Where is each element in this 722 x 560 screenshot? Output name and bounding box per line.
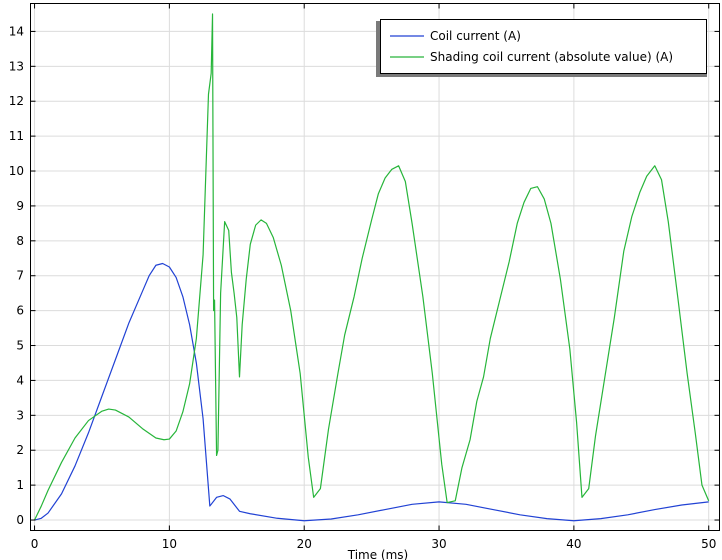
grid (30, 3, 720, 531)
y-tick-label: 2 (16, 443, 24, 457)
x-axis-title: Time (ms) (347, 548, 409, 560)
y-tick-label: 13 (9, 59, 24, 73)
plot-frame (30, 3, 720, 531)
x-tick-label: 20 (297, 537, 312, 551)
x-tick-label: 40 (566, 537, 581, 551)
y-tick-label: 3 (16, 408, 24, 422)
y-tick-label: 14 (9, 24, 24, 38)
y-tick-label: 0 (16, 513, 24, 527)
legend: Coil current (A) Shading coil current (a… (376, 19, 707, 77)
legend-label-coil-current: Coil current (A) (430, 29, 521, 43)
legend-box (380, 19, 707, 74)
y-tick-label: 11 (9, 129, 24, 143)
x-tick-label: 10 (162, 537, 177, 551)
series-line-shading-coil-current-absolute-value-a (34, 13, 710, 521)
y-tick-label: 8 (16, 234, 24, 248)
y-tick-label: 10 (9, 164, 24, 178)
x-tick-label: 0 (31, 537, 39, 551)
y-tick-label: 6 (16, 304, 24, 318)
y-tick-label: 7 (16, 269, 24, 283)
x-tick-label: 30 (431, 537, 446, 551)
y-tick-label: 12 (9, 94, 24, 108)
y-tick-label: 1 (16, 478, 24, 492)
x-tick-label: 50 (701, 537, 716, 551)
y-tick-label: 4 (16, 373, 24, 387)
series-line-coil-current-a (34, 262, 709, 522)
y-tick-label: 9 (16, 199, 24, 213)
plot-background (30, 3, 720, 531)
series-layer (34, 13, 710, 522)
legend-label-shading-coil-current: Shading coil current (absolute value) (A… (430, 50, 673, 64)
y-tick-label: 5 (16, 339, 24, 353)
